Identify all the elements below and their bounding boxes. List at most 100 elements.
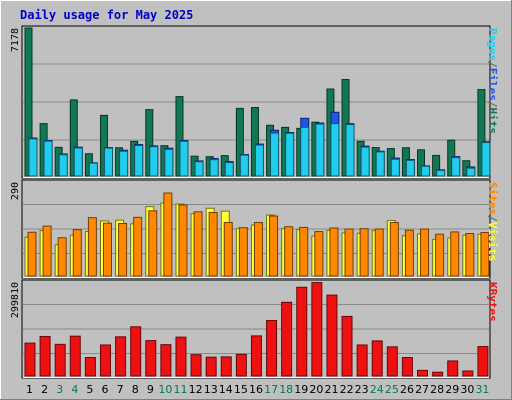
bar-kbytes-day-11 (175, 336, 187, 377)
bar-sites-day-25 (389, 222, 399, 277)
x-tick-label-day-17: 17 (264, 383, 278, 396)
bar-sites-day-21 (329, 227, 339, 277)
x-tick-label-day-18: 18 (279, 383, 293, 396)
bar-pages-day-4 (73, 147, 83, 177)
panel-bottom: 299810 KBytes (10, 279, 499, 379)
bar-sites-day-11 (178, 204, 188, 277)
legend-middle: Sites/Visits (486, 182, 499, 262)
bar-pages-day-6 (103, 147, 113, 177)
bar-pages-day-1 (28, 138, 38, 177)
x-tick-label-day-31: 31 (475, 383, 489, 396)
bar-kbytes-day-19 (296, 286, 308, 377)
bar-pages-day-13 (209, 159, 219, 177)
bar-kbytes-day-4 (69, 335, 81, 377)
x-tick-label-day-24: 24 (370, 383, 384, 396)
bar-pages-day-2 (43, 140, 53, 177)
bar-pages-day-30 (466, 167, 476, 177)
bar-sites-day-20 (314, 231, 324, 277)
bar-pages-day-8 (134, 144, 144, 177)
x-tick-label-day-12: 12 (189, 383, 203, 396)
bar-kbytes-day-31 (477, 346, 489, 377)
bar-sites-day-29 (450, 231, 460, 277)
bar-sites-day-30 (465, 233, 475, 277)
y-max-label-bottom: 299810 (10, 282, 21, 318)
x-tick-label-day-3: 3 (56, 383, 63, 396)
legend-bottom: KBytes (486, 282, 499, 322)
x-tick-label-day-29: 29 (445, 383, 459, 396)
bar-sites-day-6 (102, 222, 112, 277)
bar-pages-day-3 (58, 154, 68, 177)
bar-kbytes-day-8 (130, 326, 142, 377)
bar-kbytes-day-18 (281, 301, 293, 377)
legend-part-slash: / (486, 61, 499, 68)
y-max-label-top: 7178 (10, 28, 21, 52)
legend-part-files: Files (486, 68, 499, 101)
bar-sites-day-4 (72, 229, 82, 277)
bar-sites-day-8 (133, 216, 143, 277)
bar-pages-day-5 (88, 162, 98, 177)
x-tick-label-day-4: 4 (71, 383, 78, 396)
x-tick-label-day-22: 22 (340, 383, 354, 396)
legend-part-kbytes: KBytes (486, 282, 499, 322)
x-tick-label-day-8: 8 (132, 383, 139, 396)
bar-sites-day-18 (284, 226, 294, 277)
x-tick-label-day-1: 1 (26, 383, 33, 396)
bar-sites-day-13 (208, 211, 218, 277)
x-tick-label-day-14: 14 (219, 383, 233, 396)
bar-pages-day-31 (481, 142, 491, 177)
bar-pages-day-29 (451, 157, 461, 177)
bar-pages-day-16 (254, 144, 264, 177)
bar-sites-day-9 (148, 210, 158, 277)
x-tick-label-day-10: 10 (158, 383, 172, 396)
bar-pages-day-17 (270, 132, 280, 177)
bar-sites-day-2 (42, 225, 52, 277)
x-tick-label-day-7: 7 (117, 383, 124, 396)
bar-pages-day-25 (390, 158, 400, 177)
bar-kbytes-day-26 (401, 357, 413, 377)
bar-sites-day-26 (404, 229, 414, 277)
bar-pages-day-18 (285, 132, 295, 177)
bar-kbytes-day-7 (115, 336, 127, 377)
bar-sites-day-24 (374, 228, 384, 277)
bar-pages-day-22 (345, 124, 355, 177)
bar-kbytes-day-10 (160, 344, 172, 377)
legend-part-hits: Hits (486, 108, 499, 135)
x-tick-label-day-9: 9 (147, 383, 154, 396)
bar-kbytes-day-15 (235, 353, 247, 377)
bar-kbytes-day-14 (220, 356, 232, 377)
bar-pages-day-19 (300, 126, 310, 177)
bar-pages-day-9 (149, 146, 159, 177)
bar-kbytes-day-6 (99, 344, 111, 377)
bar-pages-day-21 (330, 123, 340, 177)
x-tick-label-day-16: 16 (249, 383, 263, 396)
bar-sites-day-5 (87, 217, 97, 277)
bar-sites-day-27 (420, 228, 430, 277)
bar-pages-day-10 (164, 148, 174, 177)
bar-pages-day-23 (360, 146, 370, 177)
bar-pages-day-24 (375, 151, 385, 177)
x-tick-label-day-27: 27 (415, 383, 429, 396)
x-tick-label-day-20: 20 (309, 383, 323, 396)
x-tick-label-day-25: 25 (385, 383, 399, 396)
x-tick-label-day-13: 13 (204, 383, 218, 396)
bar-sites-day-15 (238, 227, 248, 277)
legend-part-visits: Visits (486, 222, 499, 262)
bar-sites-day-31 (480, 232, 490, 277)
bar-pages-day-7 (119, 150, 129, 177)
bar-kbytes-day-24 (371, 340, 383, 377)
x-tick-label-day-2: 2 (41, 383, 48, 396)
bar-sites-day-16 (253, 222, 263, 277)
bar-kbytes-day-30 (462, 370, 474, 377)
bar-kbytes-day-1 (24, 342, 36, 377)
bar-pages-day-11 (179, 140, 189, 177)
x-tick-label-day-28: 28 (430, 383, 444, 396)
panel-middle: 290 Sites/Visits (10, 179, 499, 279)
bar-sites-day-28 (435, 233, 445, 277)
bar-pages-day-12 (194, 161, 204, 177)
x-tick-label-day-11: 11 (174, 383, 188, 396)
bar-pages-day-27 (421, 165, 431, 177)
x-tick-label-day-21: 21 (324, 383, 338, 396)
x-tick-label-day-15: 15 (234, 383, 248, 396)
x-tick-label-day-26: 26 (400, 383, 414, 396)
